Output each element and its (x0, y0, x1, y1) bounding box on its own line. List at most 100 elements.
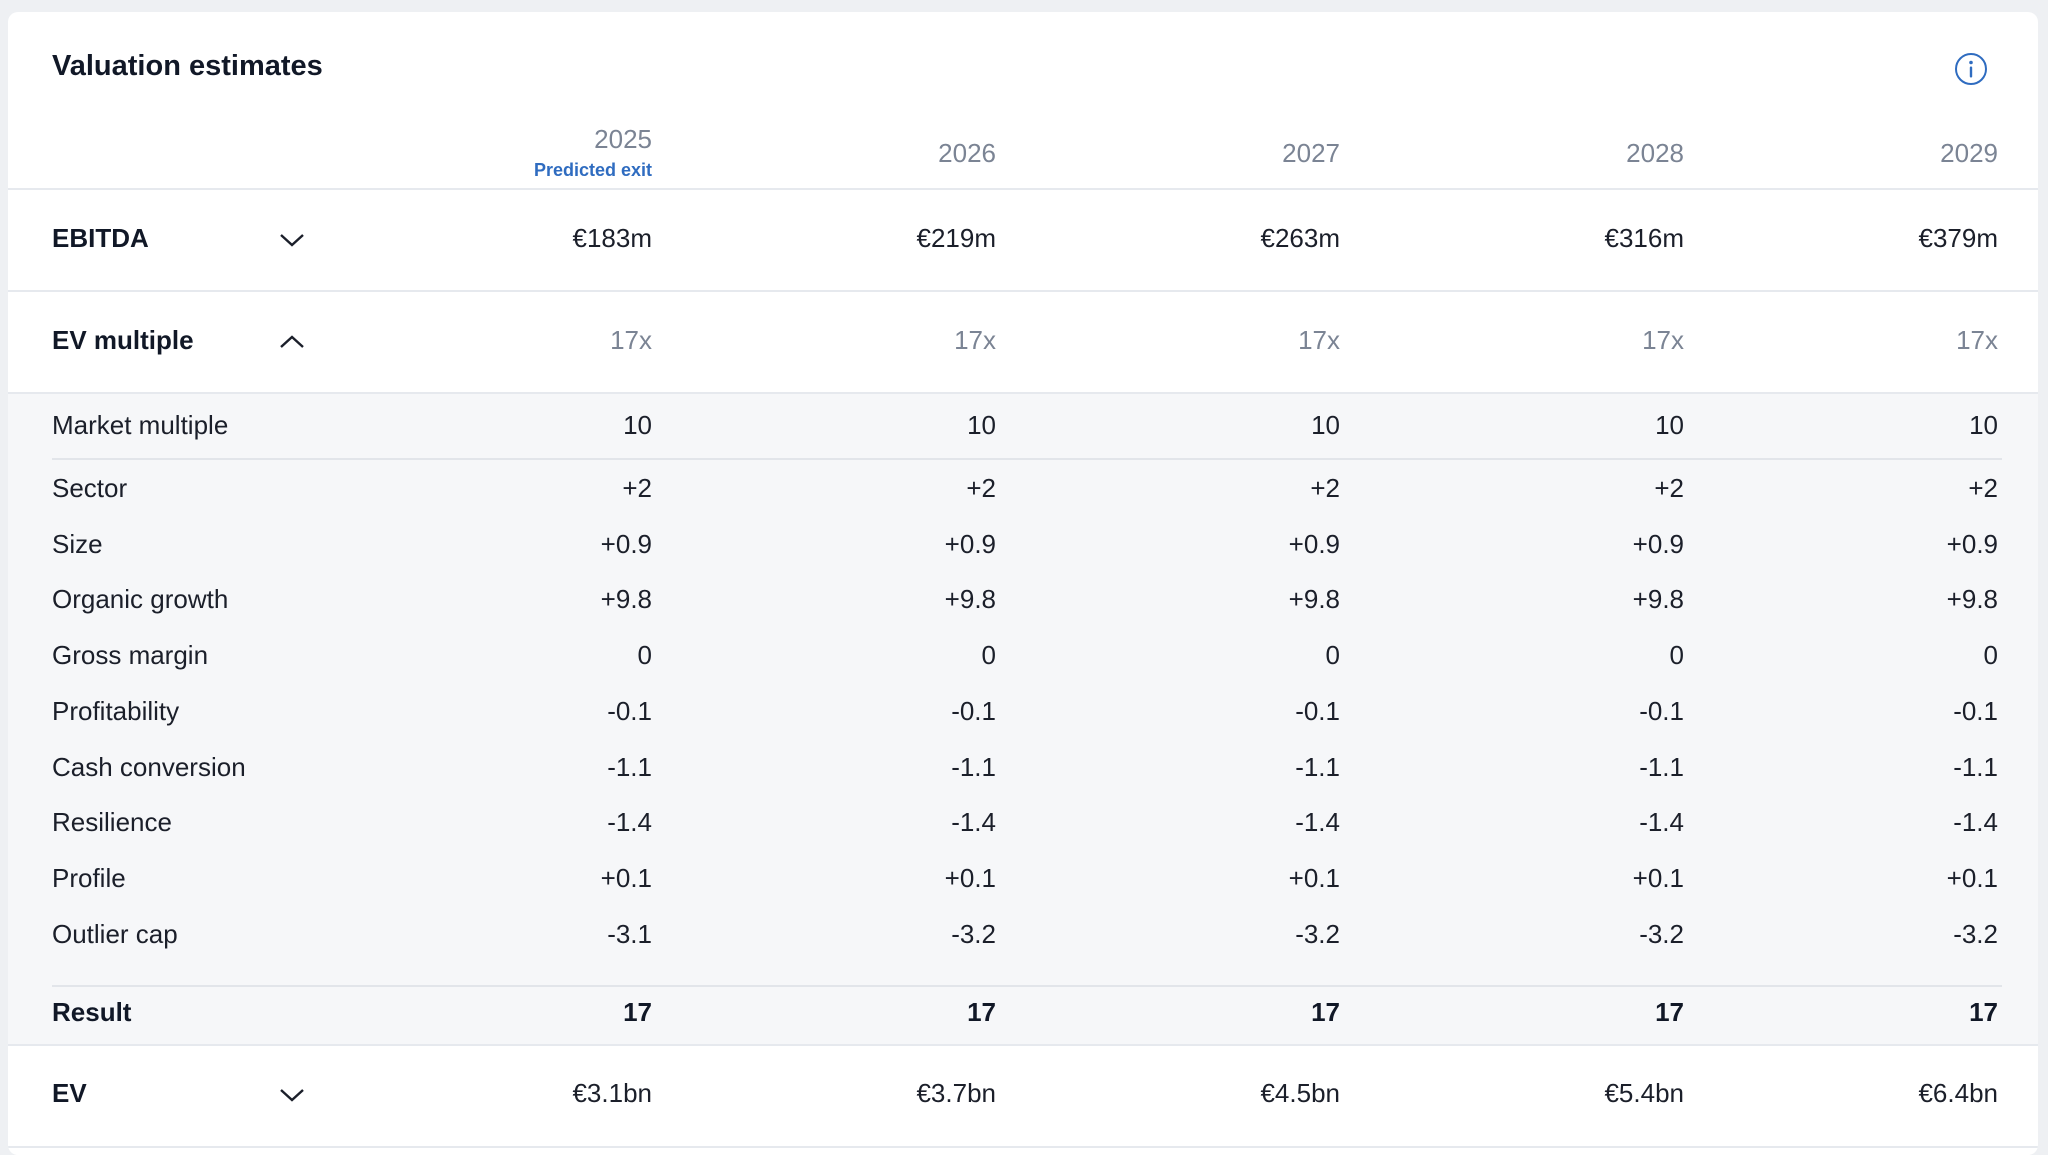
adjustment-value: 0 (1669, 640, 1684, 671)
adjustment-value: 0 (1983, 640, 1998, 671)
divider (8, 1044, 2038, 1046)
adjustment-value: -3.1 (607, 918, 652, 949)
ebitda-value: €379m (1918, 223, 1999, 253)
result-value: 17 (623, 997, 652, 1027)
adjustment-label: Gross margin (52, 640, 209, 671)
adjustment-value: -3.2 (951, 918, 996, 949)
adjustment-value: -0.1 (951, 695, 996, 726)
ev-multiple-breakdown-panel: Market multiple 10 10 10 10 10 Sector +2 +… (8, 394, 2038, 1044)
result-value: 17 (1311, 997, 1340, 1027)
ev-value: €3.7bn (916, 1078, 996, 1108)
adjustment-value: +9.8 (1632, 584, 1684, 615)
adjustment-value: -1.4 (1953, 807, 1998, 838)
ev-multiple-value: 17x (1642, 325, 1684, 355)
ev-multiple-value: 17x (1298, 325, 1340, 355)
adjustment-value: -1.4 (1295, 807, 1340, 838)
adjustment-value: -1.1 (1639, 751, 1684, 782)
adjustment-row: Sector +2 +2 +2 +2 +2 (8, 460, 2038, 516)
result-row: Result 17 17 17 17 17 (8, 987, 2038, 1044)
adjustment-value: -3.2 (1295, 918, 1340, 949)
adjustment-value: -1.4 (607, 807, 652, 838)
adjustment-value: +0.1 (944, 862, 996, 893)
adjustment-value: +0.9 (1288, 528, 1340, 559)
adjustment-value: +0.9 (1946, 528, 1998, 559)
divider (52, 985, 2002, 987)
ev-multiple-value: 17x (954, 325, 996, 355)
adjustment-row: Cash conversion -1.1 -1.1 -1.1 -1.1 -1.1 (8, 739, 2038, 795)
ev-value: €6.4bn (1918, 1078, 1998, 1108)
adjustment-label: Resilience (52, 807, 172, 838)
adjustment-row: Profile +0.1 +0.1 +0.1 +0.1 +0.1 (8, 850, 2038, 906)
adjustment-value: +0.1 (600, 862, 652, 893)
year-2026: 2026 (938, 138, 996, 168)
divider (8, 188, 2038, 190)
ev-multiple-row[interactable]: EV multiple 17x 17x 17x 17x 17x (8, 292, 2038, 392)
ebitda-value: €316m (1604, 223, 1685, 253)
result-value: 17 (967, 997, 996, 1027)
chevron-down-icon[interactable] (278, 1086, 306, 1104)
year-2025: 2025 (594, 124, 652, 154)
ebitda-value: €263m (1260, 223, 1341, 253)
year-2028: 2028 (1626, 138, 1684, 168)
adjustment-value: +0.1 (1632, 862, 1684, 893)
predicted-exit-label: Predicted exit (533, 160, 652, 180)
adjustment-value: +9.8 (1946, 584, 1998, 615)
ev-value: €4.5bn (1260, 1078, 1340, 1108)
adjustment-value: -1.1 (1295, 751, 1340, 782)
adjustment-value: 0 (637, 640, 652, 671)
divider (8, 290, 2038, 292)
adjustment-label: Outlier cap (52, 918, 178, 949)
ev-value: €3.1bn (572, 1078, 652, 1108)
adjustment-value: +0.1 (1946, 862, 1998, 893)
adjustment-row: Organic growth +9.8 +9.8 +9.8 +9.8 +9.8 (8, 571, 2038, 627)
adjustment-value: +0.9 (944, 528, 996, 559)
valuation-estimates-card: Valuation estimates 2025 Predicted exit … (8, 12, 2038, 1155)
adjustment-value: +2 (622, 473, 652, 503)
adjustment-label: Size (52, 528, 103, 559)
adjustment-value: -1.4 (1639, 807, 1684, 838)
market-multiple-value: 10 (623, 410, 652, 440)
adjustment-value: +2 (1654, 473, 1684, 503)
market-multiple-value: 10 (1969, 410, 1998, 440)
ebitda-value: €183m (572, 223, 653, 253)
adjustment-value: +9.8 (600, 584, 652, 615)
adjustment-value: -1.1 (1953, 751, 1998, 782)
divider (52, 458, 2002, 460)
card-title: Valuation estimates (52, 50, 323, 82)
market-multiple-value: 10 (1311, 410, 1340, 440)
chevron-up-icon[interactable] (278, 333, 306, 351)
year-header-row: 2025 Predicted exit 2026 2027 2028 2029 (8, 124, 2038, 200)
ev-multiple-value: 17x (610, 325, 652, 355)
result-label: Result (52, 997, 132, 1027)
divider (8, 1146, 2038, 1148)
adjustment-value: -1.4 (951, 807, 996, 838)
chevron-down-icon[interactable] (278, 231, 306, 249)
adjustment-value: 0 (981, 640, 996, 671)
adjustment-value: +2 (966, 473, 996, 503)
adjustment-value: +2 (1310, 473, 1340, 503)
market-multiple-value: 10 (1655, 410, 1684, 440)
adjustment-value: -1.1 (951, 751, 996, 782)
adjustment-value: +9.8 (1288, 584, 1340, 615)
ev-value: €5.4bn (1604, 1078, 1684, 1108)
adjustment-row: Outlier cap -3.1 -3.2 -3.2 -3.2 -3.2 (8, 906, 2038, 962)
adjustment-value: +0.9 (1632, 528, 1684, 559)
market-multiple-label: Market multiple (52, 410, 229, 440)
ebitda-value: €219m (916, 223, 997, 253)
adjustment-value: -3.2 (1953, 918, 1998, 949)
divider (8, 392, 2038, 394)
ebitda-label: EBITDA (52, 223, 149, 253)
info-icon[interactable] (1954, 52, 1988, 86)
ev-row[interactable]: EV €3.1bn €3.7bn €4.5bn €5.4bn €6.4bn (8, 1046, 2038, 1146)
adjustment-value: -0.1 (607, 695, 652, 726)
adjustment-value: -0.1 (1953, 695, 1998, 726)
adjustment-label: Organic growth (52, 584, 229, 615)
adjustment-value: -0.1 (1639, 695, 1684, 726)
result-value: 17 (1655, 997, 1684, 1027)
ebitda-row[interactable]: EBITDA €183m €219m €263m €316m €379m (8, 190, 2038, 290)
ev-label: EV (52, 1078, 87, 1108)
year-2027: 2027 (1282, 138, 1340, 168)
ev-multiple-value: 17x (1956, 325, 1998, 355)
year-2029: 2029 (1940, 138, 1998, 168)
adjustment-label: Cash conversion (52, 751, 246, 782)
